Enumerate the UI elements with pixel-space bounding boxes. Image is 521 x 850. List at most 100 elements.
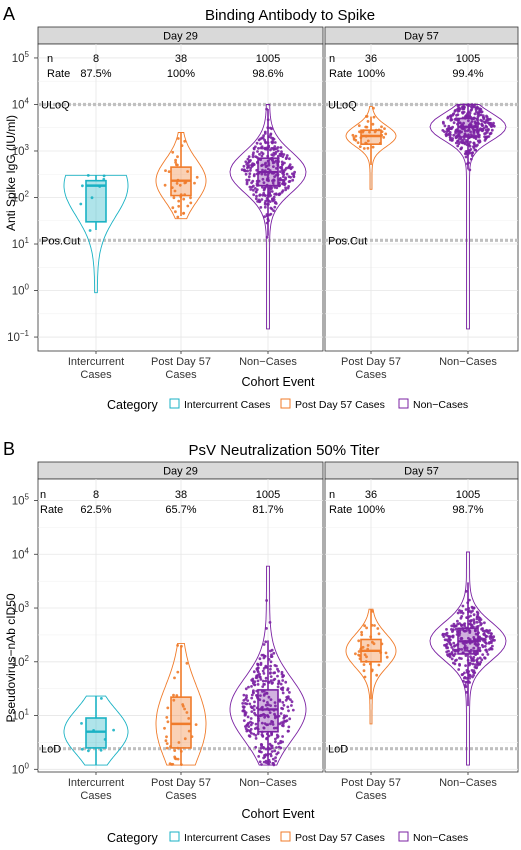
reference-line-label: LoD [41,744,61,756]
data-point [361,130,365,134]
data-point [357,650,361,653]
data-point [249,188,253,191]
data-point [171,206,175,210]
data-point [460,657,463,660]
y-tick-exponent: 0 [25,283,30,292]
data-point [244,687,248,691]
y-tick-label: 100 [12,761,30,776]
data-point [461,673,465,676]
data-point [172,693,175,697]
data-point [251,162,255,166]
data-point [253,683,257,687]
data-point [475,110,478,114]
data-point [293,170,296,174]
y-tick-exponent: −1 [20,329,30,338]
data-point [445,642,449,646]
data-point [274,159,278,163]
data-point [269,660,273,664]
data-point [447,124,451,128]
data-point [87,749,90,753]
data-point [261,685,265,688]
stats-n-value: 1005 [456,489,480,501]
data-point [485,642,488,645]
data-point [182,197,186,201]
data-point [357,124,361,127]
data-point [475,666,478,670]
data-point [483,637,486,641]
data-point [484,121,487,125]
data-point [279,712,283,715]
box [257,689,279,733]
x-tick-label: Cases [355,790,387,802]
data-point [249,717,253,720]
data-point [271,761,275,765]
data-point [469,122,472,125]
data-point [262,746,265,750]
y-tick-label: 105 [12,493,30,508]
data-point [261,185,264,189]
data-point [363,675,367,679]
data-point [261,168,264,172]
data-point [482,117,486,121]
data-point [264,747,268,751]
data-point [463,683,467,687]
data-point [280,670,284,674]
data-point [253,711,256,715]
data-point [465,676,468,680]
data-point [368,130,371,134]
data-point [258,760,262,764]
data-point [254,745,258,749]
data-point [256,683,260,686]
data-point [241,705,245,708]
data-point [384,132,388,136]
data-point [485,634,488,638]
legend-item-noncases: Non−Cases [398,398,468,411]
y-tick-exponent: 4 [25,96,30,105]
data-point [258,657,262,661]
data-point [471,105,475,108]
data-point [248,735,252,738]
data-point [289,166,293,170]
data-point [351,133,355,137]
data-point [485,130,489,134]
panel-b-title: PsV Neutralization 50% Titer [189,442,380,459]
data-point [181,703,185,706]
x-tick-label: Post Day 57 [341,356,401,368]
violin [229,104,307,330]
data-point [176,155,179,159]
box [85,179,107,223]
data-point [463,141,467,144]
data-point [286,705,290,709]
violin [229,565,307,766]
data-point [483,640,487,644]
data-point [264,140,267,144]
data-point [165,742,169,745]
data-point [250,706,254,709]
data-point [361,645,365,649]
stats-rate-value: 100% [167,68,195,80]
data-point [446,639,450,643]
data-point [244,727,248,731]
data-point [102,174,106,178]
data-point [290,704,293,707]
data-point [445,133,449,137]
data-point [371,122,375,126]
data-point [290,700,294,704]
data-point [248,730,252,733]
data-point [462,623,466,626]
legend-key-postday57 [280,398,291,409]
data-point [487,631,490,635]
data-point [472,655,476,659]
data-point [260,151,263,154]
data-point [278,698,282,702]
stats-label-rate: Rate [329,504,352,516]
data-point [250,710,254,713]
data-point [469,622,472,626]
data-point [460,615,464,618]
data-point [258,152,261,156]
legend-label-postday57: Post Day 57 Cases [295,399,385,411]
data-point [287,175,291,179]
data-point [273,677,277,681]
data-point [474,632,478,636]
